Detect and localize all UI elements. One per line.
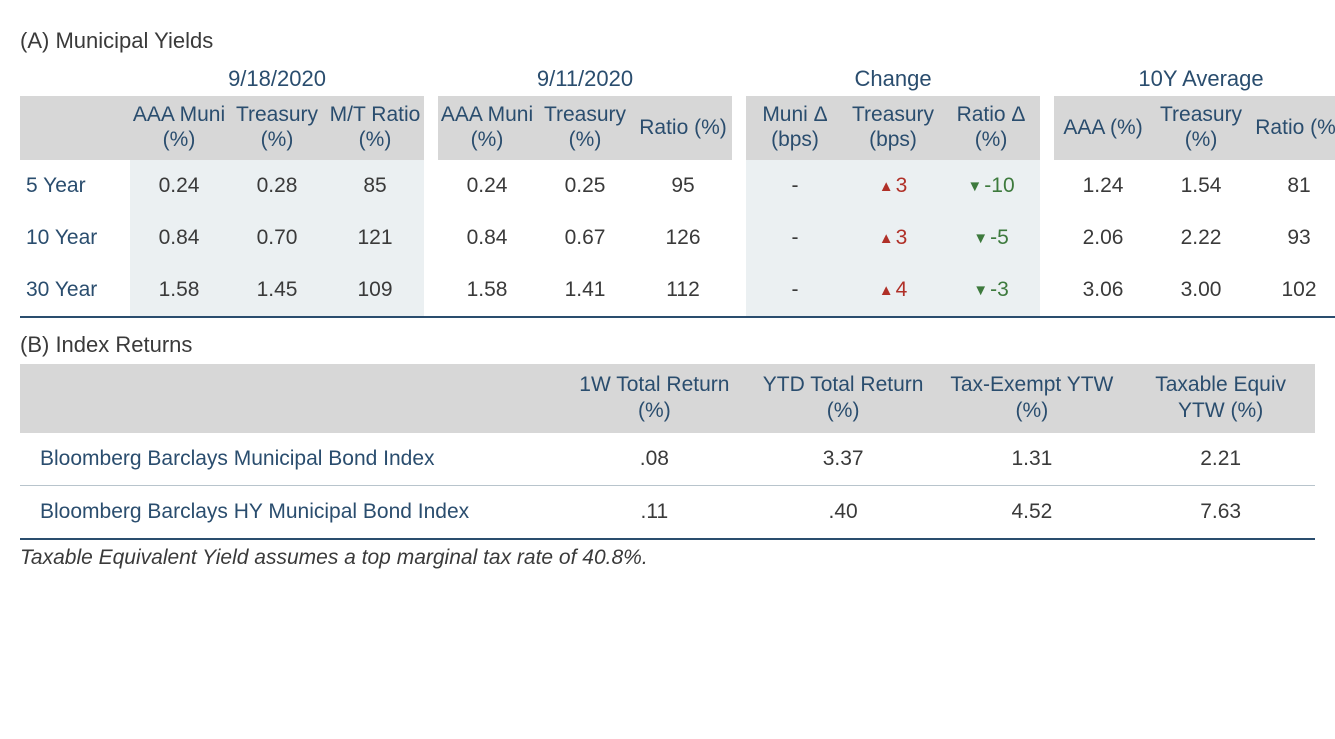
col-header: Taxable Equiv YTW (%)	[1126, 364, 1315, 432]
table-cell: 109	[326, 264, 424, 317]
change-cell: ▲3	[844, 160, 942, 212]
table-cell: 102	[1250, 264, 1335, 317]
change-cell: ▼-5	[942, 212, 1040, 264]
group-header-date1: 9/18/2020	[130, 60, 424, 96]
table-cell: 1.24	[1054, 160, 1152, 212]
table-row: Bloomberg Barclays HY Municipal Bond Ind…	[20, 485, 1315, 539]
table-cell: 1.58	[438, 264, 536, 317]
footnote: Taxable Equivalent Yield assumes a top m…	[20, 546, 1315, 570]
table-cell: .08	[560, 433, 749, 486]
triangle-up-icon: ▲	[879, 282, 894, 299]
change-cell: ▲4	[844, 264, 942, 317]
col-header: Ratio (%)	[1250, 96, 1335, 160]
col-header: Treasury (%)	[228, 96, 326, 160]
table-cell: 121	[326, 212, 424, 264]
table-cell: 2.06	[1054, 212, 1152, 264]
change-cell: -	[746, 212, 844, 264]
col-header: Treasury (%)	[536, 96, 634, 160]
table-cell: 0.67	[536, 212, 634, 264]
index-name: Bloomberg Barclays Municipal Bond Index	[20, 433, 560, 486]
change-cell: -	[746, 160, 844, 212]
col-header: Ratio Δ (%)	[942, 96, 1040, 160]
row-label: 10 Year	[20, 212, 130, 264]
table-cell: .11	[560, 485, 749, 539]
change-cell: -	[746, 264, 844, 317]
col-header: Muni Δ (bps)	[746, 96, 844, 160]
table-cell: 0.25	[536, 160, 634, 212]
table-row: Bloomberg Barclays Municipal Bond Index.…	[20, 433, 1315, 486]
table-cell: 0.24	[130, 160, 228, 212]
col-header: Treasury (%)	[1152, 96, 1250, 160]
table-cell: 0.84	[130, 212, 228, 264]
table-cell: 3.06	[1054, 264, 1152, 317]
change-cell: ▼-10	[942, 160, 1040, 212]
table-row: 10 Year0.840.701210.840.67126-▲3▼-52.062…	[20, 212, 1335, 264]
row-label: 30 Year	[20, 264, 130, 317]
index-returns-table: 1W Total Return (%) YTD Total Return (%)…	[20, 364, 1315, 539]
col-header: Treasury (bps)	[844, 96, 942, 160]
group-header-date2: 9/11/2020	[438, 60, 732, 96]
col-header: Tax-Exempt YTW (%)	[938, 364, 1127, 432]
group-header-10y: 10Y Average	[1054, 60, 1335, 96]
section-b-title: (B) Index Returns	[20, 332, 1315, 358]
table-cell: 4.52	[938, 485, 1127, 539]
table-cell: 0.24	[438, 160, 536, 212]
table-cell: 1.45	[228, 264, 326, 317]
group-header-change: Change	[746, 60, 1040, 96]
table-cell: 0.28	[228, 160, 326, 212]
col-header: AAA Muni (%)	[438, 96, 536, 160]
table-cell: 0.70	[228, 212, 326, 264]
table-cell: 1.31	[938, 433, 1127, 486]
row-label: 5 Year	[20, 160, 130, 212]
col-header: M/T Ratio (%)	[326, 96, 424, 160]
table-cell: 2.22	[1152, 212, 1250, 264]
table-cell: 0.84	[438, 212, 536, 264]
triangle-down-icon: ▼	[967, 178, 982, 195]
table-cell: 2.21	[1126, 433, 1315, 486]
change-cell: ▲3	[844, 212, 942, 264]
table-cell: 1.58	[130, 264, 228, 317]
col-header: 1W Total Return (%)	[560, 364, 749, 432]
col-header: YTD Total Return (%)	[749, 364, 938, 432]
table-row: 30 Year1.581.451091.581.41112-▲4▼-33.063…	[20, 264, 1335, 317]
table-cell: 112	[634, 264, 732, 317]
table-a-group-header: 9/18/2020 9/11/2020 Change 10Y Average	[20, 60, 1335, 96]
table-a-sub-header: AAA Muni (%) Treasury (%) M/T Ratio (%) …	[20, 96, 1335, 160]
table-cell: 81	[1250, 160, 1335, 212]
triangle-down-icon: ▼	[973, 230, 988, 247]
table-cell: 95	[634, 160, 732, 212]
section-a-title: (A) Municipal Yields	[20, 28, 1315, 54]
col-header: AAA Muni (%)	[130, 96, 228, 160]
triangle-up-icon: ▲	[879, 230, 894, 247]
table-b-header: 1W Total Return (%) YTD Total Return (%)…	[20, 364, 1315, 432]
change-cell: ▼-3	[942, 264, 1040, 317]
table-cell: 3.37	[749, 433, 938, 486]
col-header: Ratio (%)	[634, 96, 732, 160]
table-cell: 93	[1250, 212, 1335, 264]
table-cell: 126	[634, 212, 732, 264]
col-header: AAA (%)	[1054, 96, 1152, 160]
table-cell: 85	[326, 160, 424, 212]
table-cell: 7.63	[1126, 485, 1315, 539]
table-row: 5 Year0.240.28850.240.2595-▲3▼-101.241.5…	[20, 160, 1335, 212]
table-cell: .40	[749, 485, 938, 539]
municipal-yields-table: 9/18/2020 9/11/2020 Change 10Y Average A…	[20, 60, 1335, 318]
triangle-up-icon: ▲	[879, 178, 894, 195]
table-cell: 1.41	[536, 264, 634, 317]
index-name: Bloomberg Barclays HY Municipal Bond Ind…	[20, 485, 560, 539]
table-cell: 1.54	[1152, 160, 1250, 212]
table-cell: 3.00	[1152, 264, 1250, 317]
triangle-down-icon: ▼	[973, 282, 988, 299]
